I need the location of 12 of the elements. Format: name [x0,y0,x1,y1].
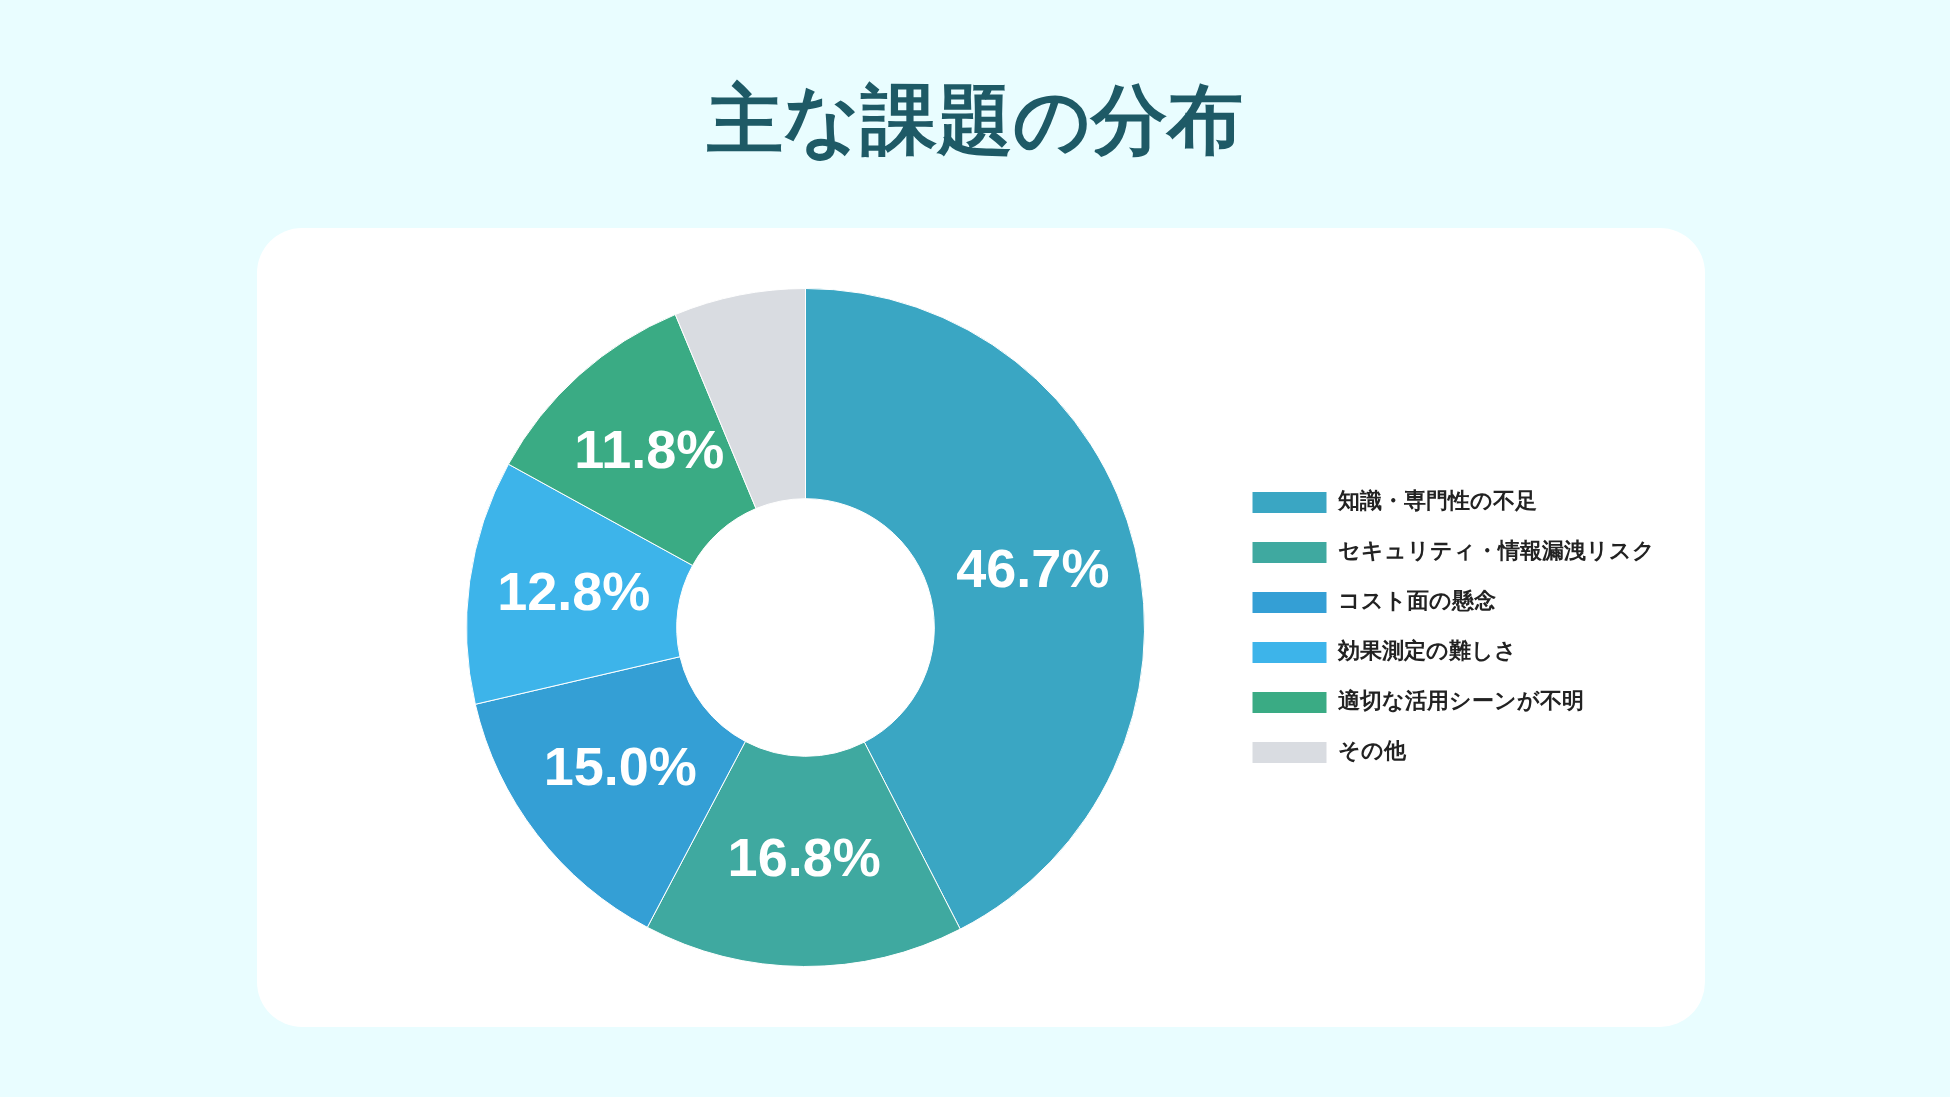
legend-label: 効果測定の難しさ [1337,638,1517,664]
legend-label: コスト面の懸念 [1338,588,1496,614]
legend-label: 適切な活用シーンが不明 [1338,688,1584,714]
data-label: 46.7% [956,538,1110,599]
chart-title: 主な課題の分布 [706,74,1244,166]
legend-label: その他 [1338,738,1407,764]
data-label: 11.8% [574,419,725,480]
data-label: 16.8% [727,827,881,888]
data-label: 15.0% [543,736,697,797]
legend-label: セキュリティ・情報漏洩リスク [1338,538,1655,564]
legend-label: 知識・専門性の不足 [1337,488,1537,514]
data-label: 12.8% [497,561,651,622]
